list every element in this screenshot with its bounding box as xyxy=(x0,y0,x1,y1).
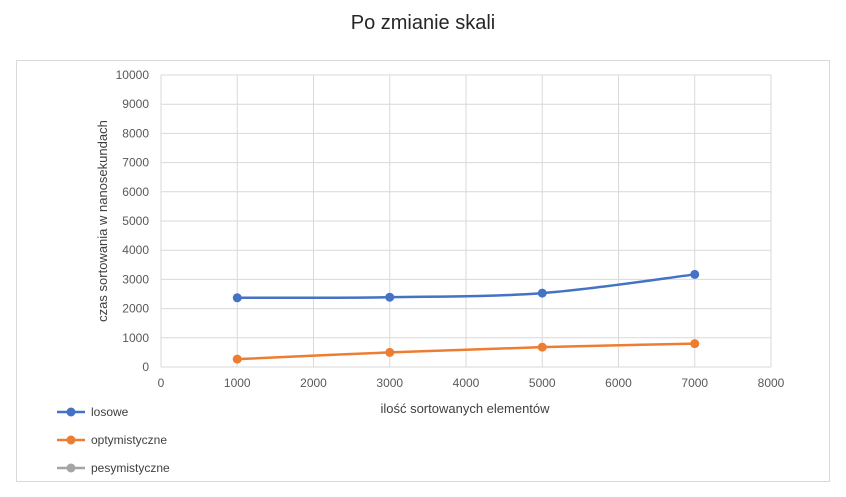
data-point xyxy=(690,269,700,279)
y-tick-label: 10000 xyxy=(116,68,150,82)
y-tick-label: 3000 xyxy=(122,272,149,286)
x-axis-ticks: 0 1000 2000 3000 4000 5000 6000 7000 8000 xyxy=(158,376,785,390)
y-axis-label: czas sortowania w nanosekundach xyxy=(95,120,110,322)
data-point xyxy=(232,354,242,364)
legend-item-optymistyczne: optymistyczne xyxy=(57,433,167,447)
chart-frame xyxy=(16,60,830,482)
series-line-losowe xyxy=(237,273,695,300)
data-point xyxy=(690,339,700,349)
x-tick-label: 0 xyxy=(158,376,165,390)
series-line-optymistyczne xyxy=(237,342,695,361)
data-point xyxy=(385,347,395,357)
y-tick-label: 7000 xyxy=(122,156,149,170)
x-axis-label: ilość sortowanych elementów xyxy=(380,401,550,416)
y-tick-label: 6000 xyxy=(122,185,149,199)
y-tick-label: 4000 xyxy=(122,243,149,257)
y-tick-label: 5000 xyxy=(122,214,149,228)
series-losowe xyxy=(232,269,700,303)
y-tick-label: 1000 xyxy=(122,331,149,345)
x-tick-label: 1000 xyxy=(224,376,251,390)
legend-item-losowe: losowe xyxy=(57,405,129,419)
gridlines xyxy=(160,74,772,368)
legend-label: losowe xyxy=(91,405,129,419)
legend-label: pesymistyczne xyxy=(91,461,170,475)
legend-item-pesymistyczne: pesymistyczne xyxy=(57,461,170,475)
legend-marker xyxy=(66,463,76,473)
y-tick-label: 9000 xyxy=(122,97,149,111)
data-point xyxy=(537,288,547,298)
y-axis-ticks: 0 1000 2000 3000 4000 5000 6000 7000 8000 9000 100… xyxy=(116,68,150,374)
legend-marker xyxy=(66,407,76,417)
x-tick-label: 2000 xyxy=(300,376,327,390)
x-tick-label: 5000 xyxy=(529,376,556,390)
x-tick-label: 3000 xyxy=(376,376,403,390)
data-point xyxy=(232,293,242,303)
data-point xyxy=(537,342,547,352)
x-tick-label: 8000 xyxy=(758,376,785,390)
legend-label: optymistyczne xyxy=(91,433,167,447)
x-tick-label: 7000 xyxy=(681,376,708,390)
x-tick-label: 6000 xyxy=(605,376,632,390)
legend: losowe optymistyczne pesymistyczne xyxy=(57,405,170,475)
x-tick-label: 4000 xyxy=(453,376,480,390)
legend-marker xyxy=(66,435,76,445)
y-tick-label: 0 xyxy=(142,360,149,374)
y-tick-label: 2000 xyxy=(122,302,149,316)
series-optymistyczne xyxy=(232,339,700,364)
y-tick-label: 8000 xyxy=(122,126,149,140)
data-point xyxy=(385,292,395,302)
series-group xyxy=(232,269,700,364)
chart-title: Po zmianie skali xyxy=(350,12,496,34)
